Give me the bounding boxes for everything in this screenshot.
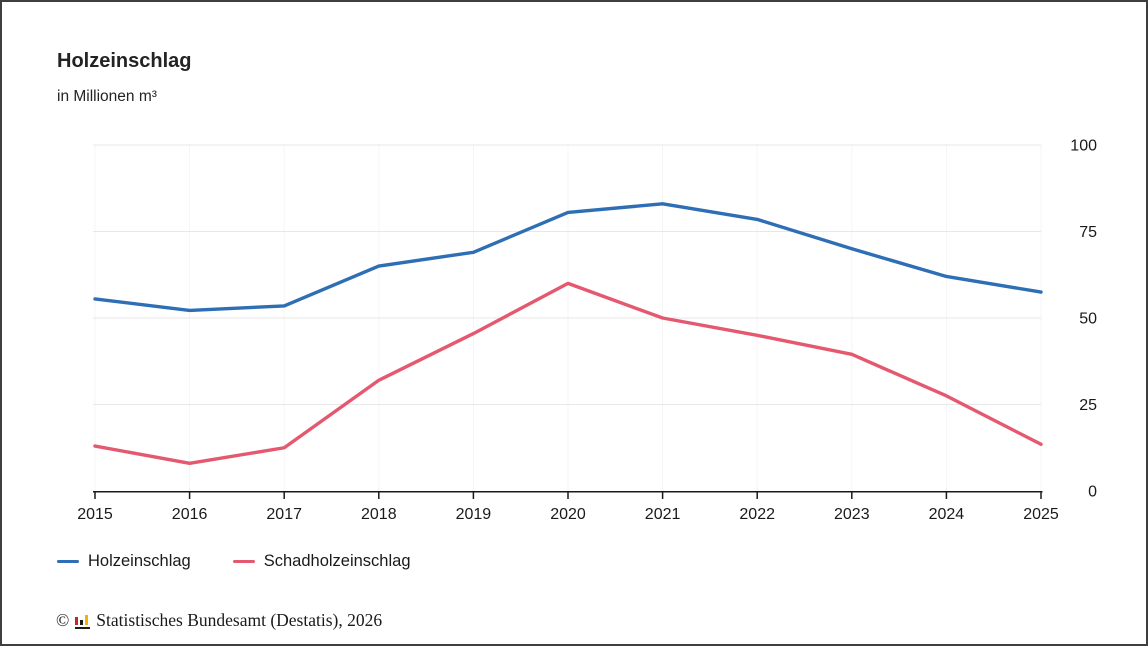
x-tick-label: 2019: [456, 506, 492, 523]
legend-item-schadholzeinschlag: Schadholzeinschlag: [232, 552, 411, 571]
y-tick-label: 75: [1079, 224, 1097, 241]
legend-dash-icon: [57, 559, 79, 564]
chart-title: Holzeinschlag: [57, 50, 192, 72]
y-tick-label: 0: [1088, 484, 1097, 501]
legend-item-holzeinschlag: Holzeinschlag: [57, 552, 191, 571]
x-tick-label: 2022: [739, 506, 775, 523]
y-tick-label: 25: [1079, 397, 1097, 414]
legend-dash-icon: [232, 559, 255, 564]
source-note: © Statistisches Bundesamt (Destatis), 20…: [56, 610, 382, 631]
chart-subtitle: in Millionen m³: [57, 88, 157, 105]
x-tick-label: 2024: [929, 506, 965, 523]
copyright-symbol: ©: [56, 610, 70, 630]
x-tick-label: 2025: [1023, 506, 1059, 523]
x-tick-label: 2018: [361, 506, 397, 523]
x-tick-label: 2016: [172, 506, 208, 523]
x-tick-label: 2023: [834, 506, 870, 523]
x-tick-label: 2021: [645, 506, 681, 523]
legend-label: Schadholzeinschlag: [263, 552, 411, 570]
chart-legend: Holzeinschlag Schadholzeinschlag: [57, 552, 411, 571]
series-line-schadholzeinschlag: [93, 281, 1043, 466]
series-line-holzeinschlag: [93, 202, 1043, 313]
source-text: Statistisches Bundesamt (Destatis), 2026: [96, 610, 383, 630]
x-tick-label: 2017: [266, 506, 302, 523]
line-chart-svg: 2015 2016 2017 2018 2019 2020 2021 2022 2023 2024…: [77, 138, 1097, 524]
y-tick-label: 100: [1070, 138, 1097, 155]
legend-label: Holzeinschlag: [88, 552, 191, 570]
y-tick-label: 50: [1079, 311, 1097, 328]
x-tick-label: 2015: [77, 506, 113, 523]
logo-bar-red: [75, 617, 79, 625]
x-tick-label: 2020: [550, 506, 586, 523]
logo-bar-black: [80, 620, 84, 625]
logo-bar-yellow: [85, 615, 89, 625]
destatis-logo-icon: [75, 612, 91, 629]
logo-baseline: [75, 626, 91, 629]
